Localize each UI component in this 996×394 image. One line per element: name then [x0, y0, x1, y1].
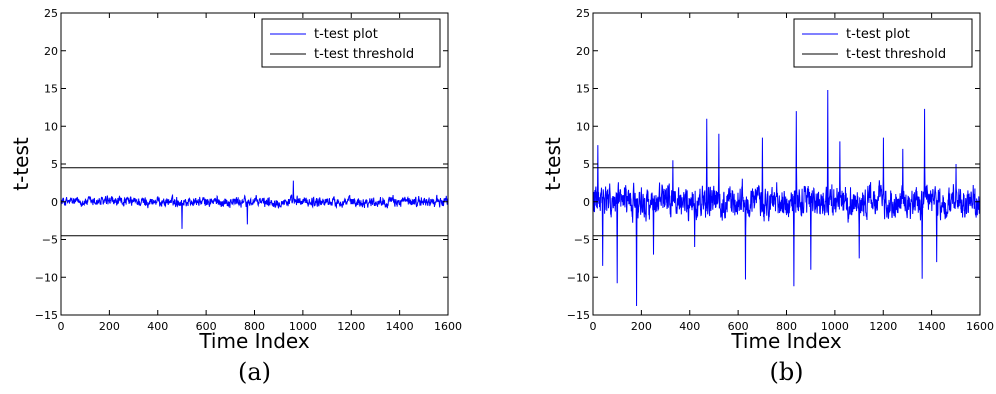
x-tick-label: 1400 [386, 320, 414, 333]
x-tick-label: 1600 [434, 320, 462, 333]
x-tick-label: 200 [631, 320, 652, 333]
legend-entry: t-test plot [846, 27, 910, 42]
y-tick-label: −10 [567, 271, 590, 284]
y-tick-label: 10 [44, 120, 58, 133]
x-axis-label: Time Index [730, 329, 842, 353]
y-tick-label: 10 [576, 120, 590, 133]
panel-caption: (a) [238, 358, 271, 386]
x-tick-label: 1600 [966, 320, 994, 333]
y-tick-label: 0 [51, 196, 58, 209]
series-line-t-test-plot [593, 90, 980, 306]
x-tick-label: 600 [728, 320, 749, 333]
legend: t-test plot t-test threshold [793, 18, 973, 68]
legend-entry: t-test threshold [314, 47, 414, 62]
x-tick-label: 800 [244, 320, 265, 333]
x-tick-label: 0 [58, 320, 65, 333]
y-tick-label: 0 [583, 196, 590, 209]
legend-box [261, 18, 441, 68]
x-tick-label: 1200 [869, 320, 897, 333]
chart-panel-b: 0 200 400 600 800 1000 1200 1400 1600 −15 −10 −5 0 5 1… [541, 7, 994, 386]
y-tick-label: 5 [51, 158, 58, 171]
y-tick-label: 20 [44, 45, 58, 58]
x-tick-label: 200 [99, 320, 120, 333]
x-tick-label: 1000 [821, 320, 849, 333]
series-line-t-test-plot [61, 180, 448, 229]
x-tick-label: 400 [679, 320, 700, 333]
x-tick-label: 800 [776, 320, 797, 333]
y-tick-label: −10 [35, 271, 58, 284]
x-tick-label: 1200 [337, 320, 365, 333]
chart-panel-a: 0 200 400 600 800 1000 1200 1400 1600 −15 −10 −5 0 5 1… [9, 7, 462, 386]
y-tick-label: −15 [567, 309, 590, 322]
y-tick-label: 25 [44, 7, 58, 20]
legend-entry: t-test plot [314, 27, 378, 42]
x-tick-label: 0 [590, 320, 597, 333]
legend-entry: t-test threshold [846, 47, 946, 62]
y-axis-label: t-test [541, 137, 565, 191]
x-tick-label: 400 [147, 320, 168, 333]
legend: t-test plot t-test threshold [261, 18, 441, 68]
y-tick-label: −5 [42, 234, 58, 247]
x-tick-label: 1000 [289, 320, 317, 333]
y-tick-label: −15 [35, 309, 58, 322]
x-tick-label: 600 [196, 320, 217, 333]
y-tick-label: −5 [574, 234, 590, 247]
y-tick-label: 25 [576, 7, 590, 20]
y-tick-label: 15 [44, 83, 58, 96]
y-tick-label: 20 [576, 45, 590, 58]
x-tick-label: 1400 [918, 320, 946, 333]
panel-caption: (b) [769, 358, 803, 386]
x-axis-label: Time Index [198, 329, 310, 353]
y-axis-label: t-test [9, 137, 33, 191]
y-tick-label: 5 [583, 158, 590, 171]
legend-box [793, 18, 973, 68]
y-tick-label: 15 [576, 83, 590, 96]
